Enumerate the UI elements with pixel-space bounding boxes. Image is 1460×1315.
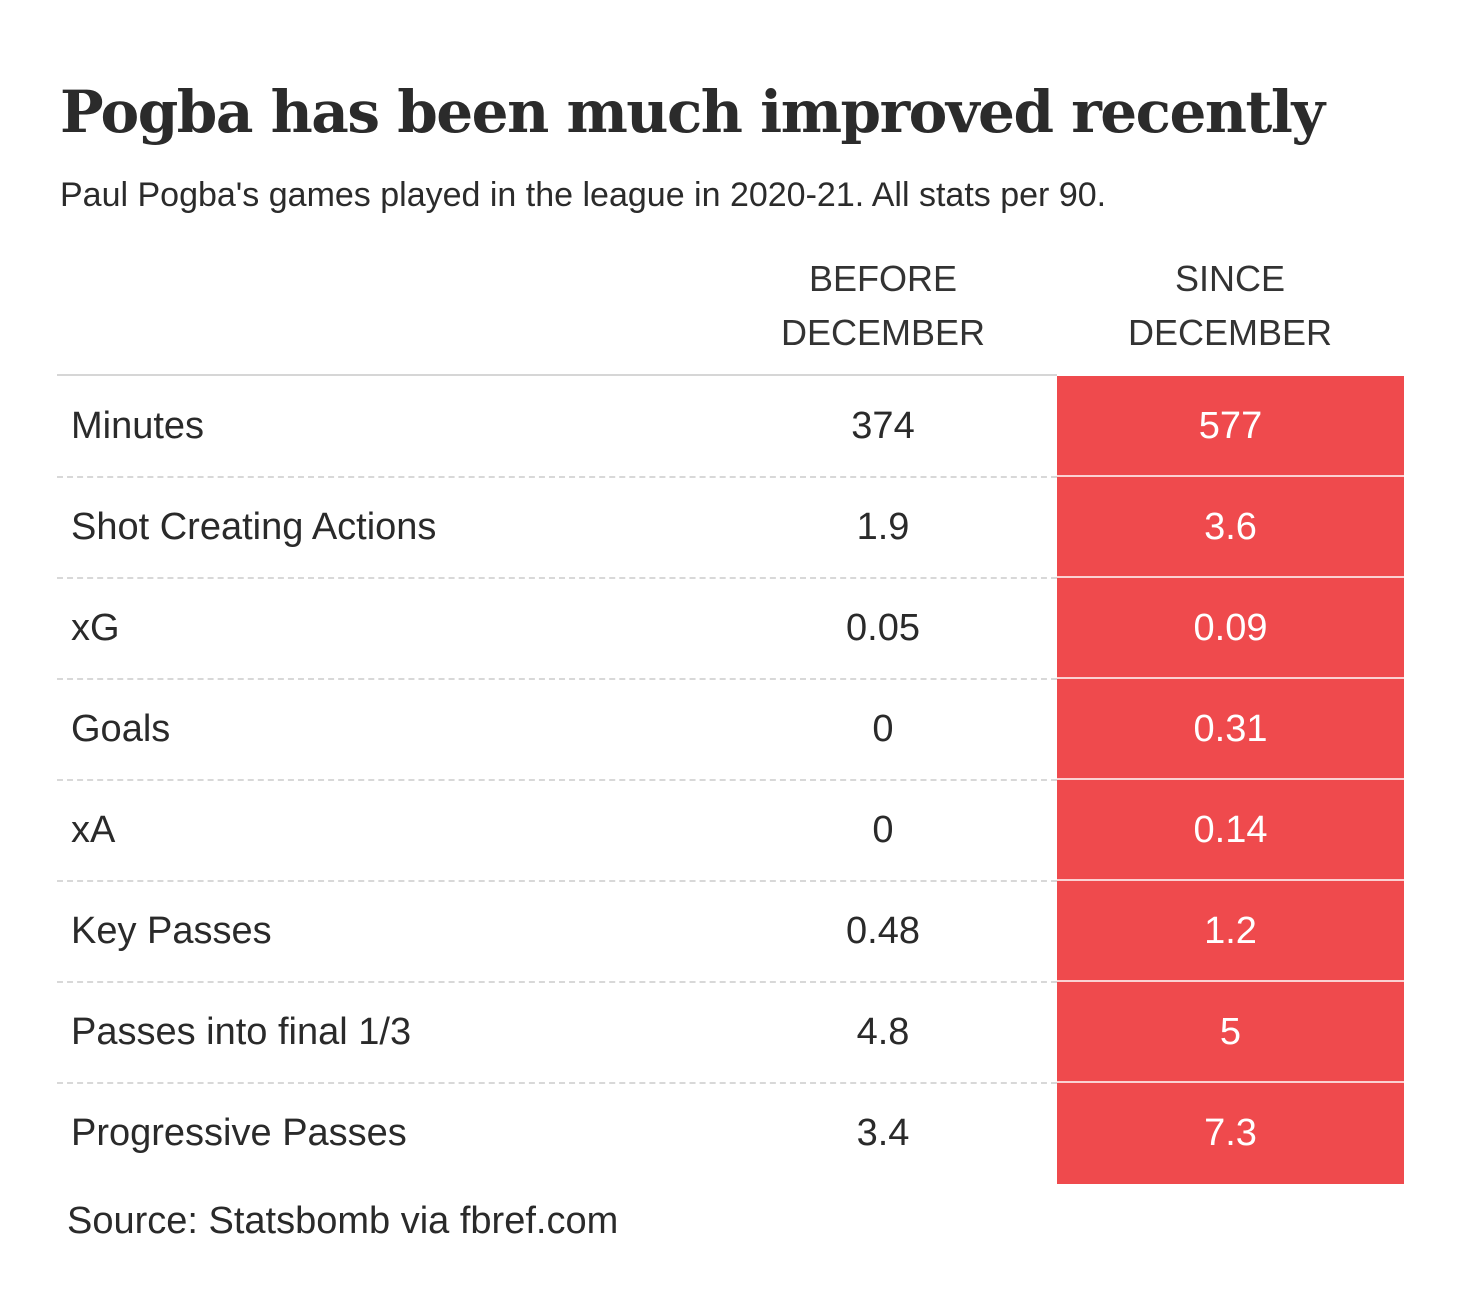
- table-row: Progressive Passes 3.4 7.3: [57, 1083, 1404, 1184]
- chart-title: Pogba has been much improved recently: [60, 78, 1325, 146]
- row-label: Passes into final 1/3: [71, 1011, 412, 1053]
- table-row: Goals 0 0.31: [57, 679, 1404, 781]
- column-header-before-december: BEFORE DECEMBER: [710, 252, 1056, 360]
- before-value: 0.05: [846, 607, 920, 649]
- before-value: 3.4: [856, 1112, 910, 1154]
- row-label: Goals: [71, 708, 171, 750]
- since-value: 3.6: [1057, 477, 1404, 578]
- highlight-divider: [1057, 576, 1404, 578]
- since-value: 577: [1057, 376, 1404, 477]
- header-rule: [57, 374, 1057, 376]
- row-divider: [57, 779, 1057, 781]
- column-header-line: BEFORE: [808, 258, 958, 299]
- table-row: Minutes 374 577: [57, 376, 1404, 478]
- chart-subtitle: Paul Pogba's games played in the league …: [60, 176, 1107, 214]
- table-row: Shot Creating Actions 1.9 3.6: [57, 477, 1404, 579]
- since-value: 1.2: [1057, 881, 1404, 982]
- since-value: 5: [1057, 982, 1404, 1083]
- before-value: 374: [851, 405, 915, 447]
- before-value: 1.9: [856, 506, 910, 548]
- before-value: 4.8: [856, 1011, 910, 1053]
- row-divider: [57, 577, 1057, 579]
- row-label: Minutes: [71, 405, 205, 447]
- table-row: xG 0.05 0.09: [57, 578, 1404, 680]
- table-row: Passes into final 1/3 4.8 5: [57, 982, 1404, 1084]
- column-header-line: DECEMBER: [1127, 312, 1333, 353]
- source-note: Source: Statsbomb via fbref.com: [67, 1200, 619, 1242]
- row-divider: [57, 981, 1057, 983]
- row-label: xA: [71, 809, 116, 851]
- since-value: 0.14: [1057, 780, 1404, 881]
- row-divider: [57, 1082, 1057, 1084]
- highlight-divider: [1057, 1081, 1404, 1083]
- highlight-divider: [1057, 778, 1404, 780]
- row-label: Shot Creating Actions: [71, 506, 437, 548]
- row-label: Progressive Passes: [71, 1112, 407, 1154]
- row-label: xG: [71, 607, 120, 649]
- column-header-line: SINCE: [1174, 258, 1286, 299]
- since-value: 7.3: [1057, 1083, 1404, 1184]
- row-label: Key Passes: [71, 910, 272, 952]
- table-row: xA 0 0.14: [57, 780, 1404, 882]
- column-header-line: DECEMBER: [780, 312, 986, 353]
- row-divider: [57, 476, 1057, 478]
- before-value: 0: [872, 809, 894, 851]
- before-value: 0.48: [846, 910, 920, 952]
- since-value: 0.09: [1057, 578, 1404, 679]
- row-divider: [57, 678, 1057, 680]
- highlight-divider: [1057, 677, 1404, 679]
- highlight-divider: [1057, 980, 1404, 982]
- before-value: 0: [872, 708, 894, 750]
- column-header-since-december: SINCE DECEMBER: [1057, 252, 1403, 360]
- stats-table: Minutes 374 577 Shot Creating Actions 1.…: [57, 376, 1404, 1184]
- highlight-divider: [1057, 475, 1404, 477]
- table-row: Key Passes 0.48 1.2: [57, 881, 1404, 983]
- since-value: 0.31: [1057, 679, 1404, 780]
- row-divider: [57, 880, 1057, 882]
- highlight-divider: [1057, 879, 1404, 881]
